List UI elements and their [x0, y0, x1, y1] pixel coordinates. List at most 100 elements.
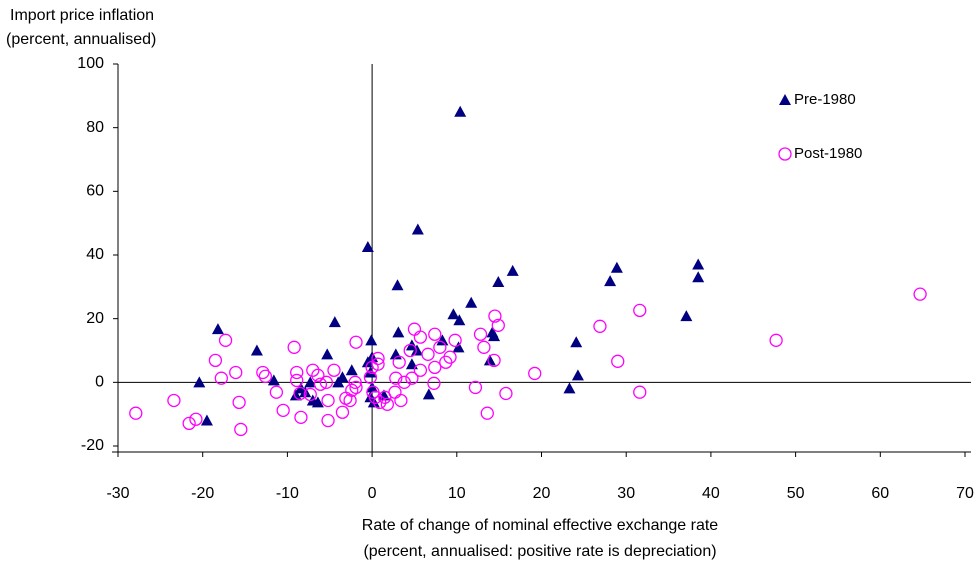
- point: [477, 340, 491, 354]
- legend-marker: [779, 94, 791, 105]
- point: [468, 380, 483, 395]
- x-tick-label: 70: [956, 485, 974, 502]
- y-tick-label: -20: [81, 437, 104, 454]
- point: [258, 369, 273, 383]
- point: [421, 347, 435, 361]
- point: [349, 380, 363, 395]
- x-axis-title: Rate of change of nominal effective exch…: [362, 517, 718, 534]
- point: [411, 223, 424, 235]
- point: [480, 406, 494, 420]
- y-tick-label: 40: [86, 246, 104, 263]
- point: [692, 258, 705, 270]
- point: [287, 340, 301, 354]
- point: [454, 105, 467, 117]
- point: [193, 376, 206, 388]
- point: [304, 376, 317, 388]
- point: [428, 360, 442, 375]
- x-tick-label: 60: [871, 485, 889, 502]
- x-tick-label: 40: [702, 485, 720, 502]
- y-tick-label: 60: [86, 183, 104, 200]
- point: [365, 334, 378, 346]
- point: [453, 314, 466, 326]
- point: [680, 310, 693, 322]
- x-tick-label: -30: [106, 485, 129, 502]
- point: [407, 322, 422, 336]
- point: [336, 371, 349, 383]
- point: [290, 373, 304, 388]
- point: [335, 405, 350, 419]
- point: [189, 412, 203, 426]
- point: [311, 368, 325, 382]
- point: [303, 387, 317, 402]
- point: [405, 358, 418, 370]
- point: [405, 371, 419, 385]
- point: [422, 388, 435, 400]
- point: [488, 330, 501, 342]
- y-tick-label: 100: [77, 55, 104, 72]
- point: [483, 354, 496, 366]
- point: [290, 365, 304, 380]
- point: [371, 351, 385, 366]
- point: [492, 276, 505, 288]
- point: [563, 382, 576, 394]
- point: [343, 393, 357, 408]
- point: [465, 296, 478, 308]
- point: [428, 327, 442, 341]
- point: [391, 279, 404, 291]
- point: [345, 383, 359, 397]
- point: [269, 385, 284, 399]
- point: [593, 319, 607, 333]
- point: [321, 413, 335, 428]
- point: [276, 403, 290, 417]
- point: [200, 414, 213, 426]
- point: [473, 327, 488, 341]
- point: [229, 365, 243, 380]
- point: [443, 350, 457, 364]
- point: [327, 363, 341, 377]
- point: [447, 308, 460, 320]
- y-tick-label: 0: [95, 374, 104, 391]
- point: [570, 336, 583, 348]
- y-tick-label: 80: [86, 119, 104, 136]
- point: [361, 241, 374, 253]
- point: [366, 381, 379, 393]
- point: [371, 357, 385, 371]
- point: [769, 333, 783, 347]
- point: [427, 376, 441, 390]
- point: [328, 316, 341, 328]
- point: [313, 377, 328, 391]
- point: [610, 261, 623, 273]
- point: [234, 422, 248, 437]
- point: [604, 275, 617, 287]
- point: [182, 416, 196, 431]
- x-tick-label: 30: [617, 485, 635, 502]
- point: [211, 323, 224, 335]
- point: [321, 348, 334, 360]
- point: [448, 333, 462, 347]
- point: [349, 335, 363, 349]
- point: [611, 354, 625, 368]
- point: [392, 355, 406, 369]
- legend-marker: [778, 147, 792, 161]
- point: [129, 406, 143, 420]
- point: [488, 309, 502, 323]
- point: [289, 389, 302, 401]
- point: [392, 326, 405, 338]
- point: [506, 264, 519, 276]
- point: [345, 364, 358, 376]
- x-tick-label: 10: [448, 485, 466, 502]
- point: [214, 371, 228, 385]
- point: [208, 353, 223, 368]
- point: [389, 371, 403, 385]
- legend-label: Post-1980: [794, 145, 862, 162]
- point: [913, 287, 927, 301]
- point: [491, 318, 505, 333]
- point: [571, 369, 584, 381]
- point: [413, 363, 428, 377]
- y-tick-label: 20: [86, 310, 104, 327]
- point: [633, 385, 647, 399]
- point: [319, 375, 334, 389]
- x-tick-label: -20: [191, 485, 214, 502]
- point: [348, 375, 362, 389]
- point: [487, 353, 501, 368]
